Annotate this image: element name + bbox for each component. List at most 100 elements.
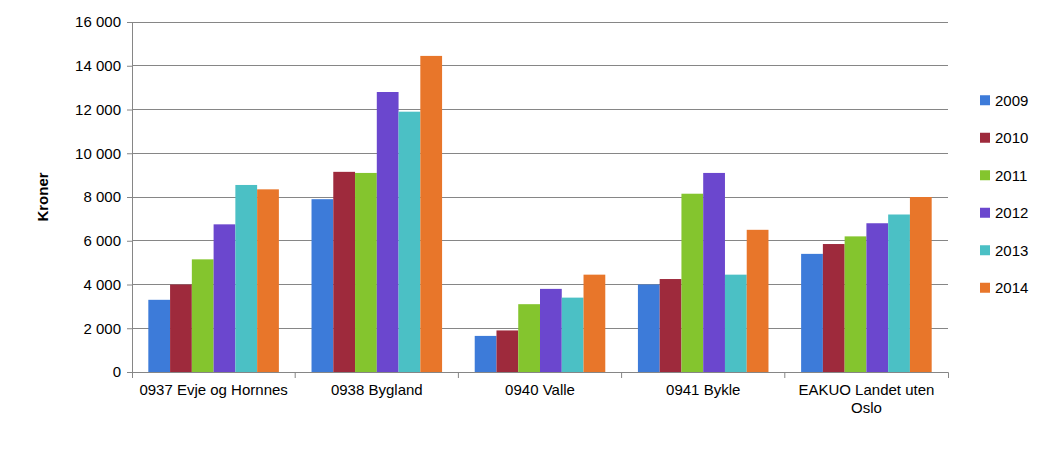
tick: 10 000 (75, 145, 132, 162)
bar (333, 172, 355, 372)
tick-mark (127, 372, 132, 373)
tick-mark (127, 153, 132, 154)
legend-swatch (980, 95, 990, 105)
axis-line (132, 23, 133, 373)
series (192, 173, 867, 372)
tick: 14 000 (75, 57, 132, 74)
legend-label: 2013 (995, 242, 1028, 259)
bar (725, 275, 747, 372)
tick-label: 12 000 (75, 101, 121, 118)
series (257, 56, 932, 372)
tick-mark (127, 285, 132, 286)
grid-line (132, 109, 948, 110)
legend: 2009 2010 2011 2012 2013 2014 (980, 92, 1028, 297)
bar (355, 173, 377, 372)
legend-swatch (980, 245, 990, 255)
tick-mark (127, 110, 132, 111)
tick: 0940 Valle (505, 372, 575, 398)
tick-label: 4 000 (83, 276, 121, 293)
tick-label: 0938 Bygland (331, 381, 423, 398)
grid-line (132, 153, 948, 154)
tick-label: 0941 Bykle (666, 381, 740, 398)
category-separator (458, 372, 459, 378)
legend-item: 2012 (980, 204, 1028, 221)
tick: 0 (113, 363, 132, 380)
tick: 4 000 (83, 276, 132, 293)
legend-item: 2009 (980, 92, 1028, 109)
bar (170, 285, 192, 373)
bar (866, 223, 888, 372)
tick-label: 8 000 (83, 188, 121, 205)
bar (562, 298, 584, 372)
bar (214, 224, 236, 372)
tick-mark (127, 197, 132, 198)
legend-swatch (980, 133, 990, 143)
bar (518, 304, 540, 372)
bar (312, 199, 334, 372)
grid (132, 22, 948, 372)
bar (845, 236, 867, 372)
tick: 2 000 (83, 320, 132, 337)
tick: 16 000 (75, 13, 132, 30)
tick-label: 2 000 (83, 320, 121, 337)
tick-label: 0940 Valle (505, 381, 575, 398)
legend-swatch (980, 283, 990, 293)
bar (192, 259, 214, 372)
category-separator (784, 372, 785, 378)
tick: 0937 Evje og Hornnes (139, 372, 287, 398)
tick: EAKUO Landet utenOslo (798, 372, 934, 416)
legend-item: 2014 (980, 279, 1028, 296)
tick: 8 000 (83, 188, 132, 205)
legend-label: 2012 (995, 204, 1028, 221)
tick-mark (127, 66, 132, 67)
bar (703, 173, 725, 372)
tick-label: 14 000 (75, 57, 121, 74)
legend-swatch (980, 170, 990, 180)
tick-label: 16 000 (75, 13, 121, 30)
bar (660, 279, 682, 372)
bar (888, 215, 910, 373)
tick: 12 000 (75, 101, 132, 118)
axis-line (133, 373, 949, 379)
tick-label: 6 000 (83, 232, 121, 249)
category-separator (621, 372, 622, 378)
tick: 6 000 (83, 232, 132, 249)
tick-mark (127, 328, 132, 329)
legend-item: 2011 (980, 167, 1027, 184)
legend-label: 2009 (995, 92, 1028, 109)
category-separator (295, 372, 296, 378)
tick-label: 10 000 (75, 145, 121, 162)
bar (910, 197, 932, 372)
tick-mark (127, 22, 132, 23)
bar (257, 189, 279, 372)
y-axis-title: Kroner (34, 172, 51, 221)
series (170, 172, 845, 372)
tick: 0941 Bykle (666, 372, 740, 398)
bar (638, 285, 660, 373)
plot: 0 2 000 4 000 6 000 8 000 10 000 12 000 14 000 1… (75, 13, 948, 415)
legend-label: 2014 (995, 279, 1028, 296)
bar (475, 336, 497, 372)
legend-swatch (980, 208, 990, 218)
bar (801, 254, 823, 372)
bar (235, 185, 257, 372)
tick-label: 0937 Evje og Hornnes (139, 381, 287, 398)
tick-label: EAKUO Landet utenOslo (798, 381, 934, 416)
bar (496, 330, 518, 372)
tick: 0938 Bygland (331, 372, 423, 398)
bar (420, 56, 442, 372)
chart: 0 2 000 4 000 6 000 8 000 10 000 12 000 14 000 1… (0, 0, 1062, 450)
bar (540, 289, 562, 372)
tick-mark (127, 241, 132, 242)
legend-label: 2010 (995, 129, 1028, 146)
bar (584, 275, 606, 372)
bar (377, 92, 399, 372)
bar (747, 230, 769, 372)
legend-item: 2010 (980, 129, 1028, 146)
grid-line (132, 22, 948, 23)
tick-label: 0 (113, 363, 121, 380)
bar (823, 244, 845, 372)
legend-item: 2013 (980, 242, 1028, 259)
y-axis: 0 2 000 4 000 6 000 8 000 10 000 12 000 14 000 1… (75, 13, 132, 380)
x-axis: 0937 Evje og Hornnes 0938 Bygland 0940 Val… (133, 372, 949, 416)
